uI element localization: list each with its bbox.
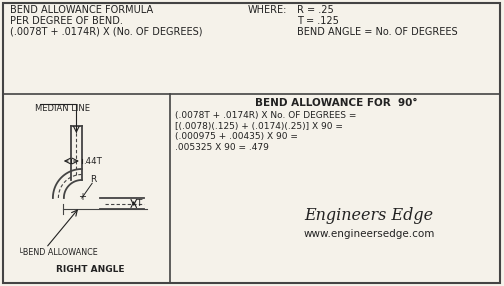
Text: BEND ANGLE = No. OF DEGREES: BEND ANGLE = No. OF DEGREES [297,27,458,37]
Text: R = .25: R = .25 [297,5,334,15]
Text: Engineers Edge: Engineers Edge [305,207,434,224]
Text: .005325 X 90 = .479: .005325 X 90 = .479 [175,142,269,152]
Text: T: T [136,199,141,208]
Text: +: + [78,192,86,202]
Text: BEND ALLOWANCE FORMULA: BEND ALLOWANCE FORMULA [10,5,153,15]
Text: MEDIAN LINE: MEDIAN LINE [35,104,90,113]
Text: RIGHT ANGLE: RIGHT ANGLE [56,265,124,274]
Text: R: R [90,175,96,184]
Text: [(.0078)(.125) + (.0174)(.25)] X 90 =: [(.0078)(.125) + (.0174)(.25)] X 90 = [175,122,343,130]
Text: └BEND ALLOWANCE: └BEND ALLOWANCE [18,248,98,257]
Text: .44T: .44T [83,156,102,166]
Text: www.engineersedge.com: www.engineersedge.com [303,229,435,239]
Text: (.0078T + .0174R) X No. OF DEGREES =: (.0078T + .0174R) X No. OF DEGREES = [175,111,356,120]
Text: WHERE:: WHERE: [247,5,287,15]
Text: BEND ALLOWANCE FOR  90°: BEND ALLOWANCE FOR 90° [255,98,418,108]
Text: (.000975 + .00435) X 90 =: (.000975 + .00435) X 90 = [175,132,297,141]
Text: T = .125: T = .125 [297,16,339,26]
Text: PER DEGREE OF BEND.: PER DEGREE OF BEND. [10,16,123,26]
Text: (.0078T + .0174R) X (No. OF DEGREES): (.0078T + .0174R) X (No. OF DEGREES) [10,27,203,37]
